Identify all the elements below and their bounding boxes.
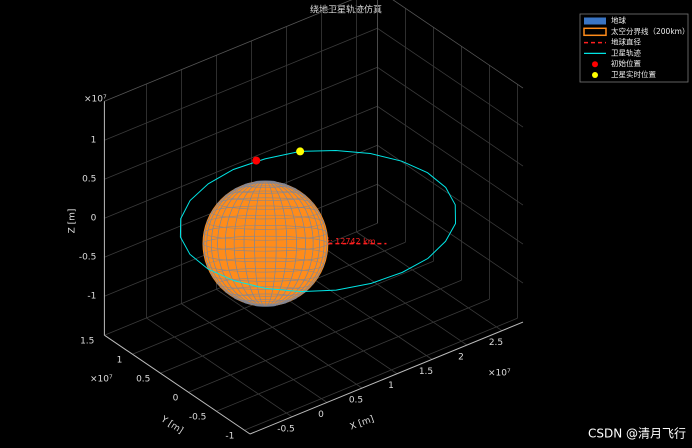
legend-swatch [592, 61, 598, 68]
legend-label: 卫星轨迹 [611, 47, 641, 57]
legend-label: 卫星实时位置 [611, 69, 656, 79]
x-exponent: ×10⁷ [488, 369, 511, 379]
legend-label: 太空分界线（200km） [611, 26, 689, 36]
y-tick-label: -1 [225, 432, 234, 442]
parallel [224, 190, 306, 201]
x-tick-label: 1 [388, 381, 394, 391]
y-tick-label: -0.5 [189, 413, 207, 423]
axis-box [104, 0, 524, 224]
x-tick-label: -0.5 [277, 424, 295, 434]
parallel [254, 303, 277, 307]
y-tick-label: 0.5 [136, 375, 150, 385]
legend-label: 地球直径 [611, 37, 641, 47]
chart-title: 绕地卫星轨迹仿真 [310, 4, 382, 16]
y-axis-label: Y [m] [158, 414, 185, 436]
watermark: CSDN @清月飞行 [588, 427, 686, 441]
z-tick-label: 0.5 [82, 175, 96, 185]
y-tick-label: 0 [173, 394, 179, 404]
z-tick-label: -1 [87, 292, 96, 302]
legend-box [579, 13, 689, 83]
parallel [217, 197, 314, 210]
x-axis-label: X [m] [349, 415, 376, 433]
parallel [211, 205, 320, 220]
position-marker [252, 156, 261, 165]
parallel [202, 235, 329, 252]
z-exponent: ×10⁷ [84, 95, 107, 105]
grid-line [321, 12, 468, 346]
parallel [217, 277, 314, 290]
diameter-annotation: 直径: 12742 km [314, 236, 376, 246]
position-marker [296, 147, 305, 156]
x-tick-label: 0.5 [349, 396, 363, 406]
parallel [206, 257, 325, 273]
z-tick-label: -0.5 [79, 253, 97, 263]
legend-label: 地球 [611, 15, 626, 25]
axis-lines [103, 101, 524, 435]
parallel [203, 225, 328, 241]
sphere-mesh [202, 180, 329, 307]
legend-label: 初始位置 [611, 58, 641, 68]
grid-line [104, 66, 524, 180]
grid-line [104, 27, 524, 141]
z-tick-label: 0 [91, 214, 97, 224]
z-tick-label: 1 [91, 136, 97, 146]
y-tick-label: 1 [117, 356, 123, 366]
x-tick-label: 0 [318, 410, 324, 420]
parallel [203, 246, 328, 263]
parallel [211, 268, 320, 282]
legend-swatch [584, 17, 606, 25]
legend-swatch [592, 72, 598, 78]
grid-line [104, 105, 524, 219]
z-axis-label: Z [m] [68, 209, 78, 234]
x-tick-label: 2.5 [489, 338, 503, 348]
y-tick-label: 1.5 [80, 337, 94, 347]
parallel [206, 214, 325, 230]
x-tick-label: 2 [458, 353, 464, 363]
orbit [179, 150, 457, 293]
meridian [203, 180, 328, 307]
grid-line [286, 26, 433, 360]
legend-swatch [583, 27, 607, 37]
y-exponent: ×10⁷ [90, 375, 113, 385]
x-tick-label: 1.5 [419, 367, 433, 377]
